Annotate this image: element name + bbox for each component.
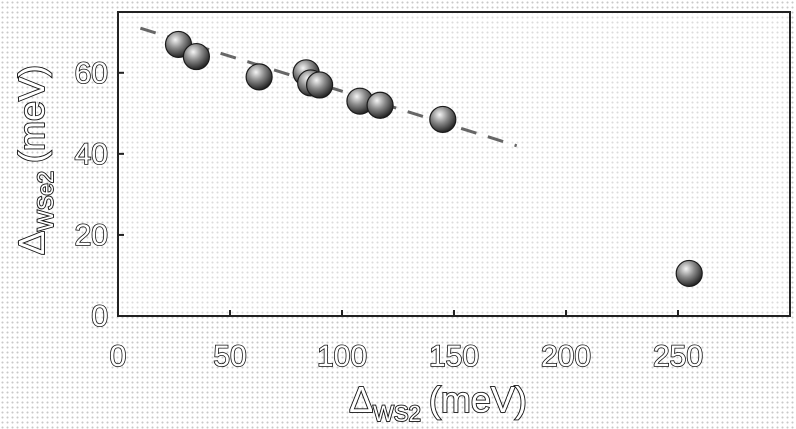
y-axis-tick-labels: 0 20 40 60 — [74, 56, 109, 334]
data-point-2 — [245, 63, 273, 91]
y-tick-label-2: 40 — [75, 138, 108, 171]
x-axis-label-unit: (meV) — [429, 379, 527, 420]
x-tick-label-0: 0 — [110, 340, 127, 373]
y-axis-label-unit: (meV) — [11, 65, 52, 163]
y-tick-label-3: 60 — [75, 57, 108, 90]
data-point-8 — [429, 105, 457, 134]
x-tick-label-4: 200 — [541, 340, 591, 373]
y-tick-label-1: 20 — [75, 219, 108, 252]
data-point-1 — [182, 42, 210, 71]
y-axis-label-symbol: Δ — [11, 231, 52, 255]
data-point-7 — [366, 91, 394, 119]
x-axis-label-symbol: Δ — [349, 379, 373, 420]
x-axis-label-subscript: WS2 — [373, 401, 421, 426]
y-axis-label-subscript: WSe2 — [33, 171, 58, 231]
plot-area-frame — [117, 11, 791, 317]
data-points — [164, 30, 703, 288]
data-point-9 — [675, 259, 703, 288]
x-tick-label-2: 100 — [317, 340, 367, 373]
x-tick-label-3: 150 — [429, 340, 479, 373]
y-axis-ticks — [118, 71, 124, 317]
y-axis-label: ΔWSe2 (meV) — [11, 65, 58, 255]
x-tick-label-1: 50 — [213, 340, 246, 373]
x-axis-label: ΔWS2 (meV) — [349, 379, 527, 426]
x-axis-tick-labels: 0 50 100 150 200 250 — [109, 339, 704, 374]
x-tick-label-5: 250 — [653, 340, 703, 373]
y-tick-label-0: 0 — [91, 300, 108, 333]
data-point-5 — [306, 71, 334, 99]
